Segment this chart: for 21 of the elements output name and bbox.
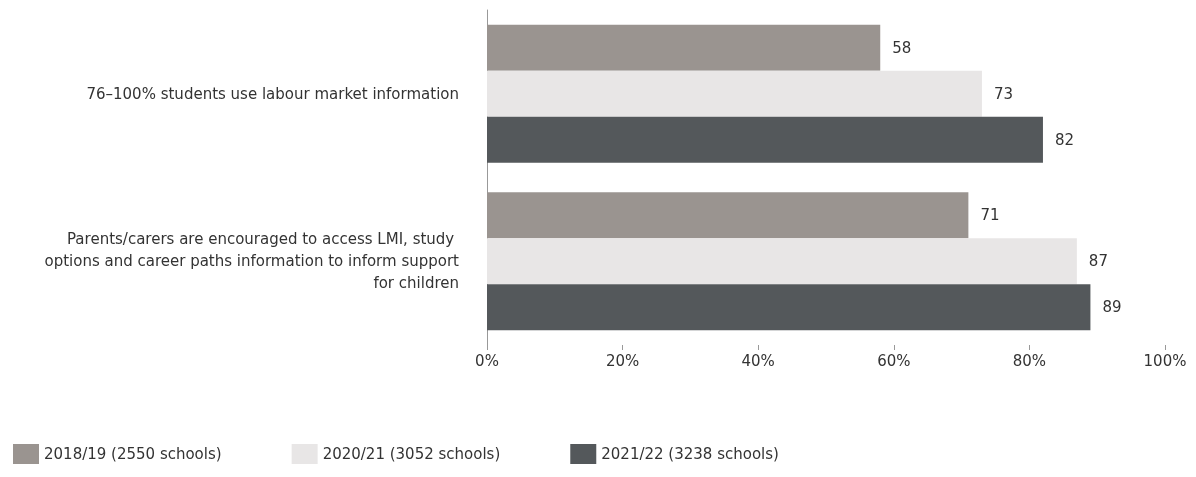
x-tick-label: 40%: [741, 351, 775, 370]
data-label: 87: [1088, 252, 1108, 271]
data-label: 82: [1054, 130, 1075, 149]
data-label: 89: [1102, 298, 1122, 317]
x-tick-label: 0%: [475, 351, 499, 370]
bar: [487, 284, 1091, 331]
x-tick-label: 60%: [877, 351, 911, 370]
x-tick-label: 100%: [1143, 351, 1187, 370]
legend-label: 2018/19 (2550 schools): [44, 445, 222, 463]
data-label: 71: [980, 206, 1000, 225]
bar: [487, 238, 1077, 285]
legend-label: 2020/21 (3052 schools): [322, 445, 501, 463]
y-tick-label: 76–100% students use labour market information: [86, 84, 459, 103]
bar: [487, 116, 1043, 163]
legend-label: 2021/22 (3238 schools): [601, 445, 779, 463]
data-label: 58: [892, 38, 912, 57]
data-label: 73: [993, 84, 1014, 103]
x-tick-label: 80%: [1012, 351, 1047, 370]
x-tick-label: 20%: [605, 351, 640, 370]
bar: [487, 70, 982, 117]
y-tick-label: Parents/carers are encouraged to access LMI, study options and career paths information to inform support for children: [44, 230, 460, 293]
